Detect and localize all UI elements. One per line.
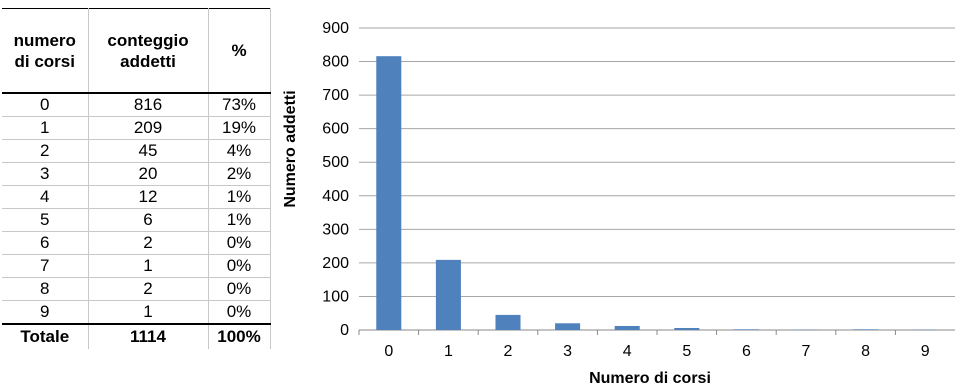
table-row: 3 20 2% (2, 162, 271, 186)
bar-6 (733, 329, 759, 330)
cell-percent: 2% (207, 162, 271, 186)
cell-numero-di-corsi: 8 (2, 277, 89, 301)
cell-conteggio-addetti: 209 (87, 116, 209, 140)
table-row: 6 2 0% (2, 231, 271, 255)
cell-percent: 1% (207, 185, 271, 209)
x-tick-label: 2 (504, 343, 513, 360)
cell-numero-di-corsi: 7 (2, 254, 89, 278)
y-tick-label: 200 (322, 255, 349, 272)
y-tick-labels: 0 100 200 300 400 500 600 700 800 900 (322, 20, 349, 339)
cell-percent: 4% (207, 139, 271, 163)
table-row: 1 209 19% (2, 116, 271, 140)
table-header-row: numero di corsi conteggio addetti % (2, 8, 271, 94)
table-row: 7 1 0% (2, 254, 271, 278)
cell-numero-di-corsi: 3 (2, 162, 89, 186)
table-row: 4 12 1% (2, 185, 271, 209)
table-body: 0 816 73% 1 209 19% 2 45 4% 3 20 2% 4 12 1% 5 6 1% 6 2 0% 7 1 0… (2, 92, 271, 349)
y-tick-label: 0 (340, 322, 349, 339)
bar-0 (376, 56, 402, 330)
bar-2 (495, 314, 521, 330)
bars (376, 56, 938, 330)
x-tick-label: 1 (444, 343, 453, 360)
cell-conteggio-addetti: 2 (87, 231, 209, 255)
y-tick-label: 600 (322, 121, 349, 138)
cell-percent: 1% (207, 208, 271, 232)
y-tick-label: 900 (322, 20, 349, 37)
y-tick-label: 500 (322, 154, 349, 171)
cell-conteggio-addetti: 1 (87, 300, 209, 325)
cell-conteggio-addetti: 1 (87, 254, 209, 278)
x-axis-label: Numero di corsi (589, 370, 711, 385)
x-tick-label: 6 (742, 343, 751, 360)
cell-conteggio-addetti: 20 (87, 162, 209, 186)
cell-numero-di-corsi: 1 (2, 116, 89, 140)
x-tick-label: 5 (682, 343, 691, 360)
data-table: numero di corsi conteggio addetti % 0 816… (2, 8, 271, 349)
table-total-row: Totale 1114 100% (2, 323, 271, 349)
bar-1 (435, 259, 461, 330)
cell-percent: 0% (207, 277, 271, 301)
y-tick-label: 700 (322, 87, 349, 104)
total-label: Totale (2, 323, 89, 349)
cell-percent: 19% (207, 116, 271, 140)
cell-numero-di-corsi: 0 (2, 92, 89, 117)
y-tick-label: 300 (322, 221, 349, 238)
cell-percent: 0% (207, 254, 271, 278)
table-row: 0 816 73% (2, 92, 271, 117)
total-percent: 100% (207, 323, 271, 349)
bar-8 (853, 329, 879, 330)
y-tick-label: 400 (322, 188, 349, 205)
y-axis-label: Numero addetti (282, 90, 299, 207)
table-row: 8 2 0% (2, 277, 271, 301)
cell-numero-di-corsi: 5 (2, 208, 89, 232)
y-tick-label: 800 (322, 54, 349, 71)
bar-3 (555, 323, 581, 330)
cell-numero-di-corsi: 6 (2, 231, 89, 255)
cell-percent: 0% (207, 231, 271, 255)
y-tick-label: 100 (322, 288, 349, 305)
x-tick-label: 7 (802, 343, 811, 360)
data-table-container: numero di corsi conteggio addetti % 0 816… (2, 8, 271, 349)
cell-conteggio-addetti: 2 (87, 277, 209, 301)
cell-numero-di-corsi: 2 (2, 139, 89, 163)
header-conteggio-addetti: conteggio addetti (87, 8, 209, 94)
cell-conteggio-addetti: 816 (87, 92, 209, 117)
table-row: 2 45 4% (2, 139, 271, 163)
cell-percent: 73% (207, 92, 271, 117)
header-percent: % (207, 8, 271, 94)
total-count: 1114 (87, 323, 209, 349)
bar-4 (614, 325, 640, 330)
x-tick-labels: 0 1 2 3 4 5 6 7 8 9 (358, 330, 930, 360)
table-row: 9 1 0% (2, 300, 271, 325)
header-numero-di-corsi: numero di corsi (2, 8, 89, 94)
cell-conteggio-addetti: 12 (87, 185, 209, 209)
cell-numero-di-corsi: 4 (2, 185, 89, 209)
cell-numero-di-corsi: 9 (2, 300, 89, 325)
cell-conteggio-addetti: 45 (87, 139, 209, 163)
x-tick-label: 4 (623, 343, 632, 360)
bar-5 (674, 327, 700, 330)
cell-conteggio-addetti: 6 (87, 208, 209, 232)
cell-percent: 0% (207, 300, 271, 325)
table-row: 5 6 1% (2, 208, 271, 232)
x-tick-label: 3 (563, 343, 572, 360)
x-tick-label: 8 (861, 343, 870, 360)
x-tick-label: 9 (921, 343, 930, 360)
x-tick-label: 0 (384, 343, 393, 360)
